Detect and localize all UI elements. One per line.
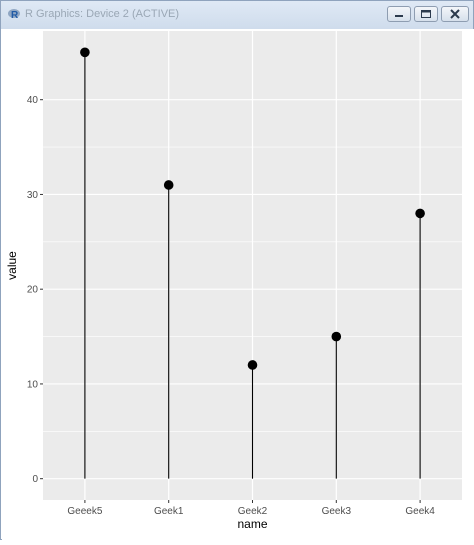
maximize-icon [421, 10, 431, 18]
x-tick-label: Geek1 [154, 506, 184, 517]
minimize-button[interactable] [387, 6, 411, 22]
plot-area: 0 10 20 30 40 Geeek5 Geek1 Geek2 Geek3 Geek4 name v… [2, 29, 474, 540]
x-tick-label: Geek2 [238, 506, 268, 517]
x-tick-label: Geek4 [405, 506, 435, 517]
close-button[interactable] [441, 6, 469, 22]
r-logo-icon: R [8, 9, 20, 21]
lollipop-point [163, 180, 174, 190]
x-axis-title: name [237, 517, 267, 531]
y-tick-label: 10 [27, 379, 39, 390]
minimize-icon [395, 15, 403, 17]
svg-text:R: R [11, 10, 19, 21]
title-bar[interactable]: R R Graphics: Device 2 (ACTIVE) [1, 1, 473, 29]
maximize-button[interactable] [414, 6, 438, 22]
y-tick-label: 40 [27, 95, 39, 106]
y-tick-label: 20 [27, 285, 39, 296]
close-icon [450, 9, 460, 19]
x-tick-label: Geeek5 [67, 506, 102, 517]
window-title: R Graphics: Device 2 (ACTIVE) [25, 8, 180, 20]
lollipop-point [331, 331, 342, 342]
lollipop-chart: 0 10 20 30 40 Geeek5 Geek1 Geek2 Geek3 Geek4 name v… [5, 31, 462, 531]
y-axis-title: value [5, 251, 19, 280]
lollipop-point [247, 360, 258, 370]
y-tick-label: 30 [27, 190, 39, 201]
y-tick-label: 0 [32, 474, 38, 485]
lollipop-point [80, 47, 90, 58]
lollipop-point [415, 208, 425, 219]
x-tick-label: Geek3 [322, 506, 352, 517]
